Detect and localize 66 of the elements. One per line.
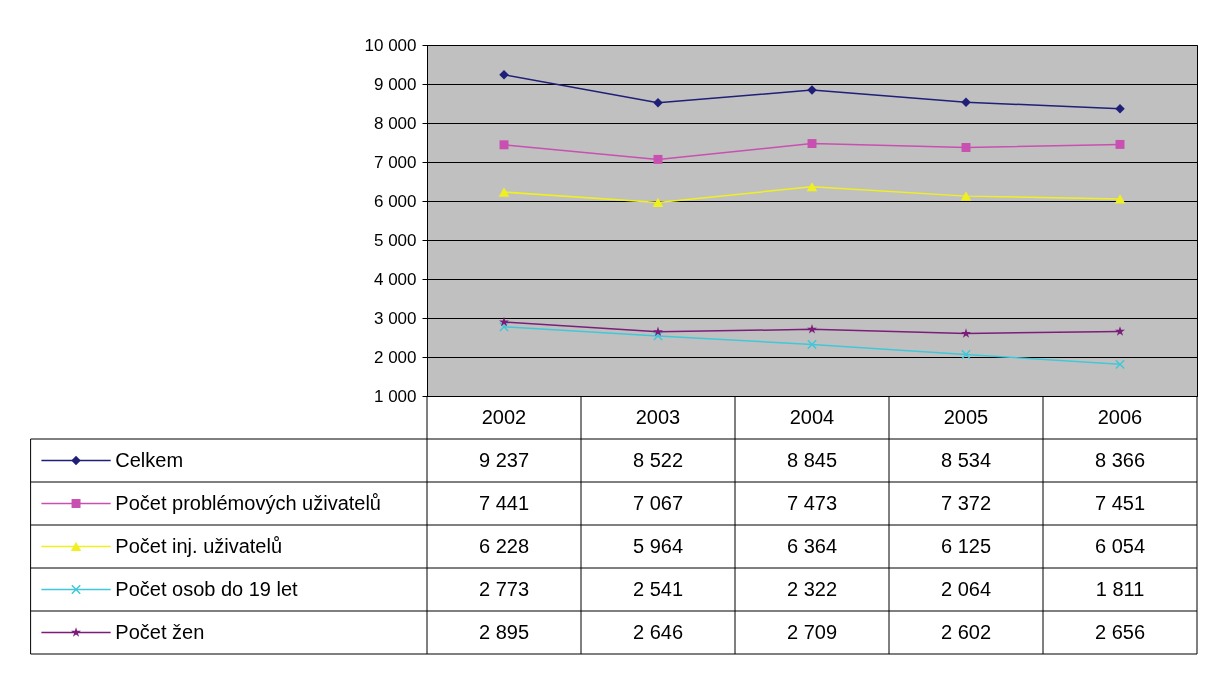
data-label: 5 964: [632, 534, 684, 557]
legend-label: Počet osob do 19 let: [115, 577, 299, 600]
y-tick-label: 1 000: [373, 386, 417, 406]
point: [1115, 103, 1125, 114]
point: [961, 349, 971, 360]
y-tick-label: 10 000: [364, 35, 417, 55]
data-label: 2 602: [940, 620, 992, 643]
data-label: 8 845: [786, 448, 838, 471]
point: [499, 316, 509, 327]
point: [1115, 139, 1125, 149]
legend-label: Počet žen: [115, 620, 205, 643]
point: [961, 143, 971, 152]
y-tick-label: 3 000: [373, 308, 417, 328]
data-label: 8 534: [940, 448, 992, 471]
y-tick-label: 9 000: [373, 74, 417, 94]
data-label: 2 646: [632, 620, 684, 643]
point: [961, 328, 971, 338]
point: [807, 139, 817, 149]
y-tick-label: 2 000: [373, 347, 417, 367]
x-tick-label: 2002: [481, 405, 527, 428]
x-tick-label: 2006: [1097, 405, 1143, 428]
y-tick-label: 8 000: [373, 113, 417, 133]
data-label: 7 451: [1094, 491, 1146, 514]
data-label: 2 773: [478, 577, 530, 600]
legend-label: Celkem: [115, 448, 184, 471]
x-tick-label: 2004: [789, 405, 835, 428]
point: [499, 140, 509, 150]
data-label: 7 441: [478, 491, 530, 514]
data-label: 2 656: [1094, 620, 1146, 643]
legend-label: Počet inj. uživatelů: [115, 534, 283, 557]
data-label: 9 237: [478, 448, 530, 471]
point: [1114, 194, 1126, 204]
point: [1115, 359, 1125, 370]
point: [499, 321, 509, 332]
data-label: 6 125: [940, 534, 992, 557]
point: [498, 187, 510, 197]
data-label: 6 054: [1094, 534, 1146, 557]
y-tick-label: 7 000: [373, 152, 417, 172]
x-tick-label: 2005: [943, 405, 989, 428]
point: [653, 326, 663, 337]
data-label: 2 322: [786, 577, 838, 600]
y-tick-label: 5 000: [373, 230, 417, 250]
point: [653, 154, 663, 164]
data-label: 7 067: [632, 491, 684, 514]
point: [1115, 326, 1125, 336]
point: [807, 324, 817, 334]
data-label: 2 709: [786, 620, 838, 643]
point: [807, 339, 817, 350]
point: [652, 197, 664, 207]
data-label: 2 064: [940, 577, 992, 600]
data-label: 2 541: [632, 577, 684, 600]
y-tick-label: 6 000: [373, 191, 417, 211]
point: [960, 191, 972, 201]
x-tick-label: 2003: [635, 405, 681, 428]
legend-label: Počet problémových uživatelů: [115, 491, 382, 514]
data-label: 2 895: [478, 620, 530, 643]
point: [653, 97, 663, 108]
data-label: 6 364: [786, 534, 838, 557]
data-label: 8 366: [1094, 448, 1146, 471]
data-label: 8 522: [632, 448, 684, 471]
data-label: 7 473: [786, 491, 838, 514]
data-label: 6 228: [478, 534, 530, 557]
data-label: 1 811: [1095, 577, 1145, 600]
y-tick-label: 4 000: [373, 269, 417, 289]
data-label: 7 372: [940, 491, 992, 514]
point: [806, 182, 818, 192]
